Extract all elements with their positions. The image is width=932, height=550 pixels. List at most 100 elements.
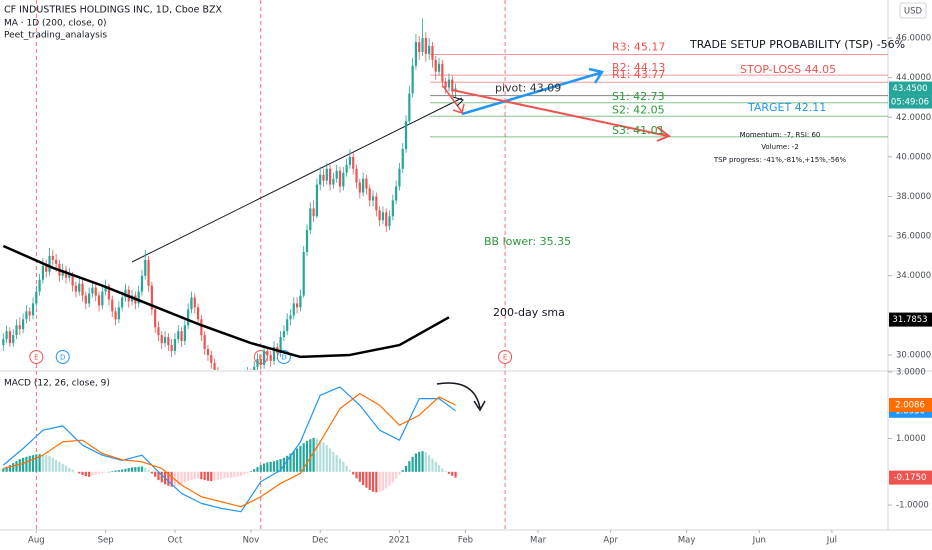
candle-body <box>375 196 378 211</box>
candle-body <box>117 307 120 320</box>
histogram-bar <box>170 471 173 487</box>
histogram-bar <box>229 471 233 478</box>
candle-body <box>362 178 365 193</box>
annotation: Momentum: -7, RSI: 60 <box>740 131 821 139</box>
candle-body <box>348 156 352 165</box>
histogram-bar <box>94 471 97 475</box>
candle-body <box>262 350 266 365</box>
histogram-bar <box>25 456 28 472</box>
candle-body <box>210 354 213 363</box>
currency-label[interactable]: USD <box>904 7 923 17</box>
histogram-bar <box>167 471 170 486</box>
histogram-bar <box>58 461 61 472</box>
histogram-bar <box>299 445 302 472</box>
histogram-bar <box>256 467 259 472</box>
histogram-bar <box>88 471 91 477</box>
candle-body <box>200 319 203 336</box>
candle-body <box>193 297 196 308</box>
candle-body <box>299 295 302 308</box>
candle-body <box>190 297 193 310</box>
x-tick-label: Oct <box>168 536 183 546</box>
histogram-bar <box>342 461 345 472</box>
histogram-bar <box>368 471 371 491</box>
macd-line <box>2 386 456 513</box>
x-tick-label: Jun <box>752 536 766 546</box>
candle-body <box>401 148 404 169</box>
x-tick-label: Aug <box>28 536 45 546</box>
histogram-bar <box>243 471 246 475</box>
histogram-bar <box>84 471 87 477</box>
histogram-bar <box>286 455 289 472</box>
texts: CF INDUSTRIES HOLDINGS INC, 1D, Cboe BZX… <box>4 2 927 389</box>
candle-body <box>150 285 153 310</box>
histogram-bar <box>378 471 381 492</box>
histogram-bar <box>447 471 451 474</box>
arrow-head <box>452 103 465 114</box>
candle-body <box>309 208 312 231</box>
candle-body <box>286 319 289 332</box>
candle-body <box>305 230 309 252</box>
histogram-bar <box>104 471 107 473</box>
histogram-bar <box>187 471 190 482</box>
histogram-bar <box>391 471 394 483</box>
histogram-bar <box>332 451 335 472</box>
candle-body <box>84 295 87 304</box>
macd-pane <box>2 386 457 513</box>
candle-body <box>170 345 173 351</box>
currency-button[interactable] <box>899 2 927 19</box>
price-tag-label: 43.4500 <box>892 84 927 94</box>
histogram-bar <box>157 471 160 481</box>
level-label: S1: 42.73 <box>612 90 665 103</box>
candle-body <box>25 311 28 320</box>
histogram-bar <box>15 461 18 472</box>
histogram-bar <box>160 471 163 483</box>
histogram-bar <box>279 459 282 472</box>
histogram-bar <box>2 468 5 472</box>
candle-body <box>388 216 391 227</box>
candle-body <box>78 283 81 292</box>
price-tag <box>889 312 932 327</box>
candle-body <box>8 331 12 344</box>
candle-body <box>441 63 444 82</box>
histogram-bar <box>210 471 213 482</box>
histogram-bar <box>22 457 25 472</box>
candle-body <box>253 366 256 370</box>
candle-body <box>51 255 54 260</box>
candle-body <box>431 45 434 60</box>
candle-body <box>18 325 21 330</box>
y-tick-label: 40.0000 <box>896 152 931 162</box>
histogram-bar <box>345 465 348 472</box>
price-tag <box>889 81 932 96</box>
histogram-bar <box>348 470 352 472</box>
histogram-bar <box>305 440 309 472</box>
histogram-bar <box>213 471 216 481</box>
macd-title: MACD (12, 26, close, 9) <box>4 379 110 389</box>
histogram-bar <box>45 455 48 472</box>
histogram-bar <box>48 456 51 472</box>
histogram-bar <box>38 454 41 472</box>
y-tick-label: 42.0000 <box>896 113 931 123</box>
histogram-bar <box>371 471 375 492</box>
target-arrow <box>461 71 601 116</box>
histogram-bar <box>398 471 401 475</box>
candle-body <box>332 178 335 185</box>
candle-body <box>91 287 94 294</box>
candle-body <box>279 337 282 353</box>
candle-body <box>391 200 394 217</box>
event-label: E <box>34 354 38 362</box>
candle-body <box>140 275 144 292</box>
y-tick-label: 46.0000 <box>896 34 931 44</box>
x-tick-label: Mar <box>530 536 547 546</box>
countdown-tag <box>889 95 932 109</box>
candle-body <box>272 347 276 361</box>
histogram-bar <box>322 442 325 472</box>
candle-body <box>28 311 31 316</box>
annotation: STOP-LOSS 44.05 <box>740 63 836 76</box>
candle-body <box>296 303 299 308</box>
histogram-bar <box>431 458 434 472</box>
macd-line <box>3 393 456 508</box>
candle-body <box>289 315 292 320</box>
sma-line <box>2 244 450 359</box>
event-marker <box>29 350 44 364</box>
histogram-bar <box>276 460 279 472</box>
